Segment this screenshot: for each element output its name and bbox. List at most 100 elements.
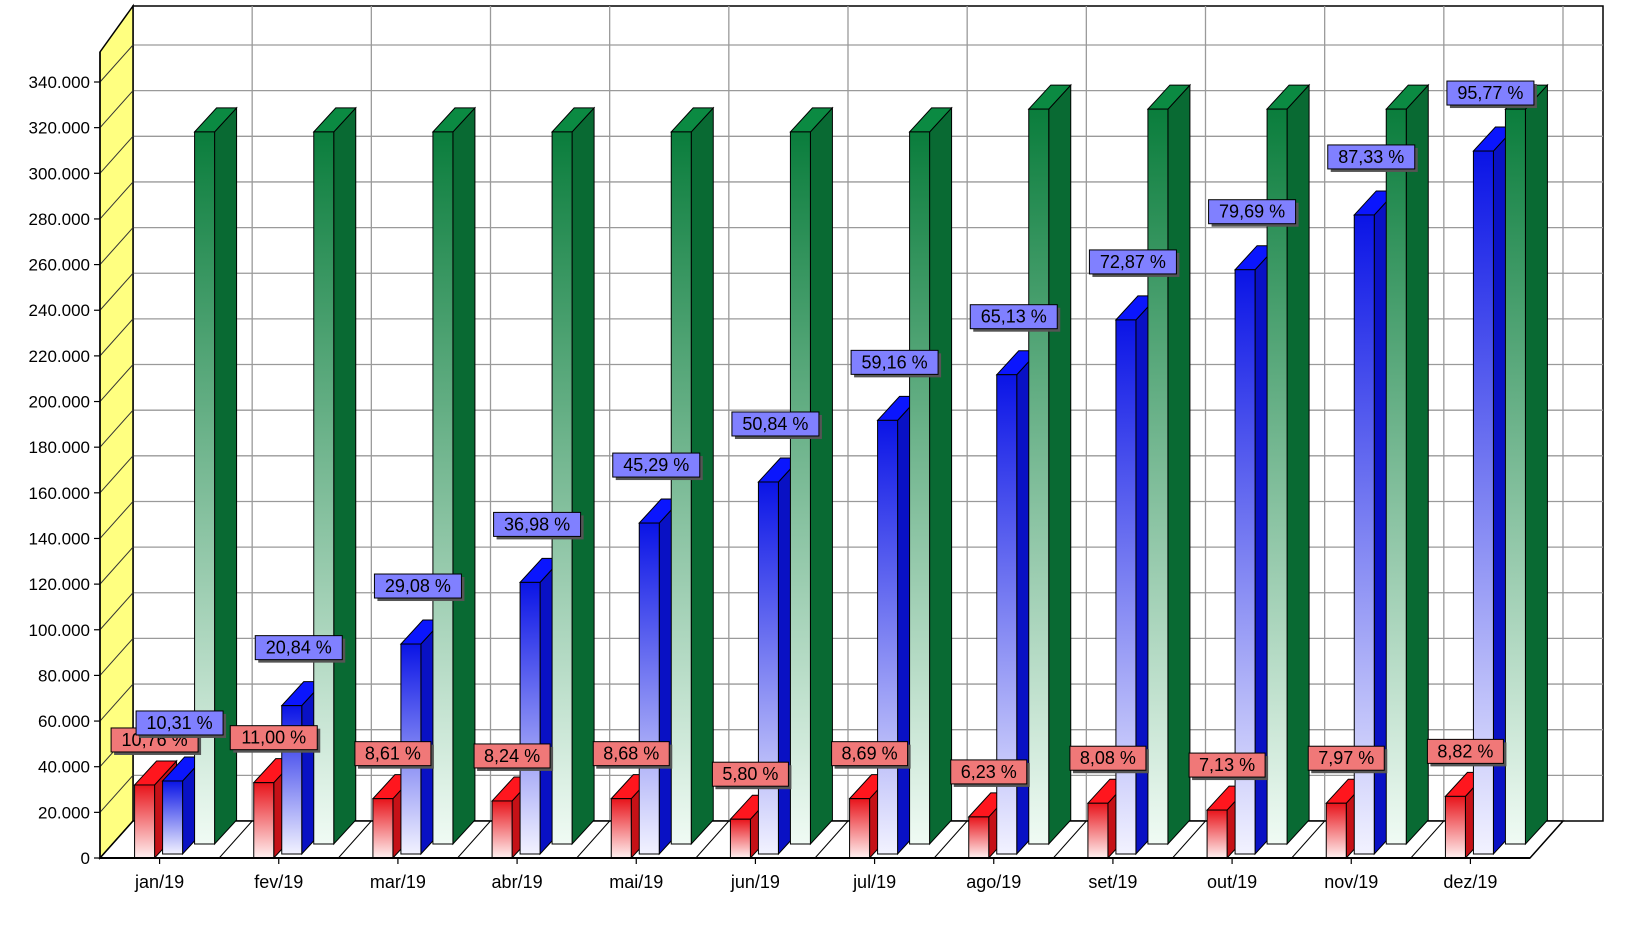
label-box xyxy=(612,452,701,478)
label-text: 8,68 % xyxy=(603,744,659,764)
bar-series-3-abr/19 xyxy=(550,106,596,846)
data-label-blue: 65,13 % xyxy=(969,304,1061,332)
bar-front xyxy=(1087,802,1109,859)
wall-tick-line xyxy=(99,135,134,174)
label-box xyxy=(493,511,582,537)
label-text: 7,97 % xyxy=(1318,748,1374,768)
label-text: 65,13 % xyxy=(981,307,1047,327)
bar-side xyxy=(1286,83,1310,846)
label-box xyxy=(1208,199,1297,225)
y-tick-label: 240.000 xyxy=(29,301,90,320)
data-label-red: 8,82 % xyxy=(1426,738,1507,767)
label-text: 29,08 % xyxy=(385,576,451,596)
data-label-red: 6,23 % xyxy=(950,759,1030,787)
data-label-blue: 95,77 % xyxy=(1446,80,1537,109)
bar-front xyxy=(1115,319,1137,855)
bar-front xyxy=(757,481,779,855)
label-box xyxy=(831,741,909,767)
data-label-blue: 87,33 % xyxy=(1327,144,1418,172)
data-label-blue: 50,84 % xyxy=(731,411,822,439)
bar-front xyxy=(789,131,811,845)
floor-divider xyxy=(576,820,611,859)
bar-series-3-set/19 xyxy=(1146,83,1192,846)
wall-tick-line xyxy=(99,90,134,128)
label-box xyxy=(1446,80,1535,106)
bar-side xyxy=(1524,83,1548,846)
x-tick-label: out/19 xyxy=(1207,872,1257,892)
bar-front xyxy=(729,818,751,859)
bar-front xyxy=(610,798,632,859)
bar-front xyxy=(1266,108,1288,845)
y-tick-label: 140.000 xyxy=(29,529,90,548)
bar-front xyxy=(194,131,216,845)
data-label-blue: 79,69 % xyxy=(1208,199,1299,227)
y-tick-label: 200.000 xyxy=(29,393,90,412)
x-tick-label: jun/19 xyxy=(730,872,780,892)
data-label-red: 5,80 % xyxy=(711,761,792,790)
y-tick-label: 220.000 xyxy=(29,347,90,366)
data-label-blue: 72,87 % xyxy=(1088,249,1180,277)
data-label-red: 11,00 % xyxy=(229,725,321,753)
y-tick-label: 20.000 xyxy=(38,803,90,822)
x-tick-label: dez/19 xyxy=(1443,872,1497,892)
label-box xyxy=(1327,144,1416,170)
label-box xyxy=(1426,738,1504,764)
bar-front xyxy=(1472,150,1494,855)
wall-tick-line xyxy=(99,546,134,585)
y-tick-label: 80.000 xyxy=(38,666,90,685)
label-text: 20,84 % xyxy=(266,638,332,658)
label-text: 11,00 % xyxy=(241,728,306,748)
label-text: 5,80 % xyxy=(722,764,778,784)
data-label-red: 8,69 % xyxy=(831,741,911,769)
wall-tick-line xyxy=(99,181,134,220)
bar-series-3-out/19 xyxy=(1265,83,1311,846)
label-text: 8,69 % xyxy=(842,744,898,764)
bar-front xyxy=(372,798,394,859)
y-tick-label: 100.000 xyxy=(29,621,90,640)
bar-series-3-dez/19 xyxy=(1504,83,1549,846)
label-box xyxy=(1188,752,1266,778)
y-tick-label: 180.000 xyxy=(29,438,90,457)
label-box xyxy=(711,761,789,787)
y-tick-label: 340.000 xyxy=(29,73,90,92)
bar-series-3-jan/19 xyxy=(193,106,238,846)
data-label-red: 8,08 % xyxy=(1069,745,1149,774)
floor-divider xyxy=(933,820,968,859)
wall-tick-line xyxy=(99,272,134,311)
label-text: 10,31 % xyxy=(147,713,213,733)
wall-tick-line xyxy=(99,775,134,813)
data-label-blue: 29,08 % xyxy=(373,573,465,602)
wall-tick-line xyxy=(99,318,134,357)
floor-divider xyxy=(218,820,253,859)
bar-front xyxy=(1504,108,1526,845)
wall-tick-line xyxy=(99,409,134,448)
wall-tick-line xyxy=(99,592,134,631)
label-text: 8,08 % xyxy=(1080,748,1136,768)
floor-divider xyxy=(99,820,134,859)
label-text: 6,23 % xyxy=(961,762,1017,782)
wall-tick-line xyxy=(99,44,134,83)
label-text: 95,77 % xyxy=(1457,83,1523,103)
label-box xyxy=(229,725,318,751)
data-label-red: 7,13 % xyxy=(1188,752,1269,781)
label-box xyxy=(354,741,432,767)
y-tick-label: 0 xyxy=(81,849,90,868)
bar-series-3-ago/19 xyxy=(1027,83,1072,846)
bar-front xyxy=(162,780,184,855)
label-box xyxy=(1307,745,1385,771)
label-box xyxy=(969,304,1058,330)
label-text: 72,87 % xyxy=(1100,252,1166,272)
bar-series-3-nov/19 xyxy=(1385,83,1430,846)
y-tick-label: 160.000 xyxy=(29,484,90,503)
bar-front xyxy=(638,522,660,855)
wall-tick-line xyxy=(99,501,134,539)
bar-front xyxy=(432,131,454,845)
x-tick-label: abr/19 xyxy=(492,872,543,892)
label-box xyxy=(592,741,670,767)
x-tick-label: ago/19 xyxy=(966,872,1021,892)
label-text: 8,24 % xyxy=(484,746,540,766)
label-box xyxy=(950,759,1028,785)
data-label-red: 8,68 % xyxy=(592,741,673,769)
